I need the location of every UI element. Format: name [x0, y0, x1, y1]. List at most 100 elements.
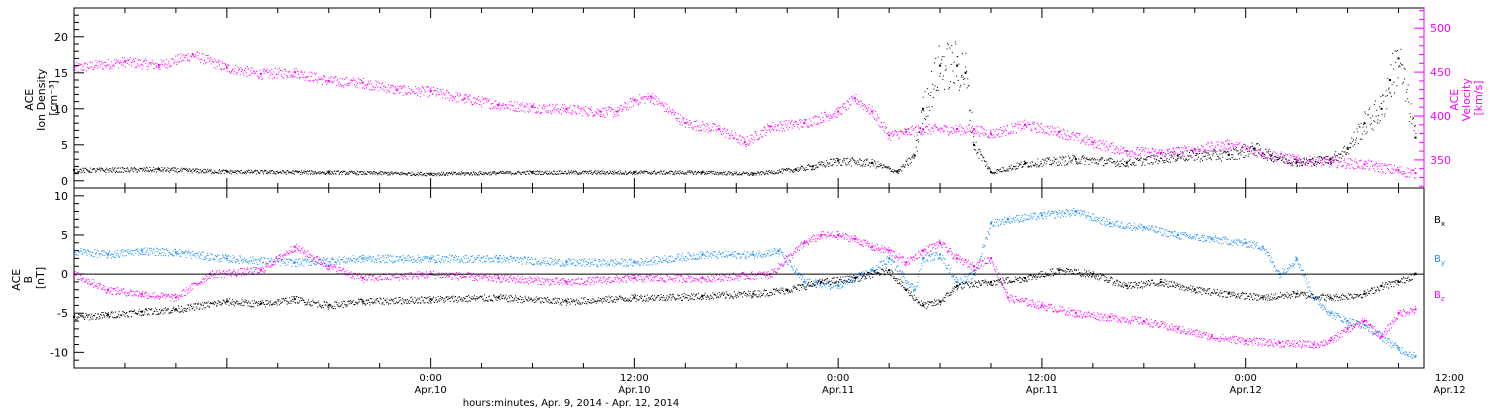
velocity-series-sample: [208, 57, 210, 59]
density-series-sample: [575, 170, 577, 172]
density-series-sample: [1339, 153, 1341, 155]
density-series-sample: [1090, 159, 1092, 161]
density-series-sample: [601, 172, 603, 174]
density-series-sample: [1067, 163, 1069, 165]
velocity-series-sample: [743, 137, 745, 139]
density-series-sample: [234, 170, 236, 172]
density-series-sample: [654, 170, 656, 172]
density-series-sample: [1036, 164, 1038, 166]
density-series-sample: [1196, 158, 1198, 160]
density-series-sample: [1060, 162, 1062, 164]
density-series-sample: [1013, 166, 1015, 168]
density-series-sample: [373, 172, 375, 174]
velocity-series-sample: [1302, 158, 1304, 160]
density-series-sample: [245, 173, 247, 175]
density-series-sample: [807, 168, 809, 170]
density-series-sample: [333, 170, 335, 172]
density-series-sample: [223, 169, 225, 171]
density-series-sample: [1251, 142, 1253, 144]
density-series-sample: [1229, 158, 1231, 160]
velocity-series-sample: [613, 116, 615, 118]
velocity-series-sample: [508, 104, 510, 106]
density-series-sample: [1051, 162, 1053, 164]
density-series-sample: [515, 172, 516, 174]
density-series-sample: [392, 174, 394, 176]
density-series-sample: [203, 168, 205, 170]
density-series-sample: [1144, 164, 1146, 166]
velocity-series-sample: [1068, 134, 1070, 136]
velocity-series-sample: [680, 121, 682, 123]
density-series-sample: [1136, 158, 1138, 160]
density-series-sample: [1393, 81, 1395, 83]
by-series-sample: [115, 257, 117, 259]
density-series-sample: [988, 166, 990, 168]
velocity-series-sample: [930, 133, 932, 135]
velocity-series-sample: [742, 143, 744, 145]
density-series-sample: [780, 171, 782, 173]
velocity-series-sample: [1320, 159, 1322, 161]
density-series-sample: [467, 172, 469, 174]
density-series-sample: [306, 172, 308, 174]
density-series-sample: [84, 171, 86, 173]
density-series-sample: [329, 170, 331, 172]
density-series-sample: [1074, 157, 1076, 159]
velocity-series-sample: [278, 71, 280, 73]
velocity-series-sample: [493, 107, 495, 109]
velocity-series-sample: [1077, 132, 1079, 134]
density-series-sample: [452, 174, 453, 176]
density-series-sample: [1029, 166, 1031, 168]
density-series-sample: [599, 170, 601, 172]
velocity-series-sample: [299, 76, 301, 78]
velocity-series-sample: [421, 90, 423, 92]
density-series-sample: [585, 170, 587, 172]
density-series-sample: [1200, 158, 1202, 160]
density-series-sample: [1267, 151, 1269, 153]
velocity-series-sample: [533, 103, 535, 105]
velocity-series-sample: [144, 58, 146, 60]
density-series-sample: [128, 170, 130, 172]
velocity-series-sample: [1038, 125, 1040, 127]
velocity-series-sample: [664, 102, 666, 104]
density-series-sample: [176, 172, 178, 174]
density-series-sample: [1218, 157, 1220, 159]
density-series-sample: [924, 91, 926, 93]
density-series-sample: [309, 170, 311, 172]
density-series-sample: [1058, 164, 1060, 166]
velocity-series-sample: [1118, 153, 1120, 155]
density-series-sample: [1152, 163, 1154, 165]
velocity-series-sample: [734, 132, 736, 134]
velocity-series-sample: [321, 84, 323, 86]
velocity-series-sample: [479, 101, 481, 103]
velocity-series-point: [123, 60, 126, 63]
density-series-sample: [856, 162, 858, 164]
velocity-series-sample: [630, 98, 632, 100]
density-series-sample: [289, 172, 291, 174]
velocity-series-sample: [1039, 131, 1041, 133]
velocity-series-sample: [875, 120, 877, 122]
density-series-sample: [543, 172, 545, 174]
by-series-point: [888, 257, 891, 260]
density-series-sample: [1373, 120, 1375, 122]
density-series-sample: [715, 173, 717, 175]
velocity-series-sample: [983, 135, 985, 137]
velocity-series-sample: [241, 68, 243, 70]
density-series-sample: [800, 168, 802, 170]
velocity-series-sample: [341, 85, 343, 87]
density-series-point: [327, 171, 330, 174]
density-series-sample: [1329, 163, 1331, 165]
velocity-series-sample: [1159, 149, 1161, 151]
density-series-sample: [1199, 152, 1201, 154]
velocity-series-sample: [481, 96, 483, 98]
velocity-series-sample: [1356, 163, 1358, 165]
velocity-series-sample: [471, 104, 473, 106]
density-series-sample: [466, 172, 468, 174]
density-series-sample: [368, 172, 370, 174]
by-series-sample: [262, 262, 264, 264]
velocity-series-sample: [185, 54, 187, 56]
density-series-sample: [712, 171, 714, 173]
density-series-sample: [227, 171, 229, 173]
density-series-sample: [437, 173, 439, 175]
density-series-sample: [556, 173, 558, 175]
velocity-series-sample: [529, 103, 531, 105]
density-series-sample: [1167, 152, 1169, 154]
